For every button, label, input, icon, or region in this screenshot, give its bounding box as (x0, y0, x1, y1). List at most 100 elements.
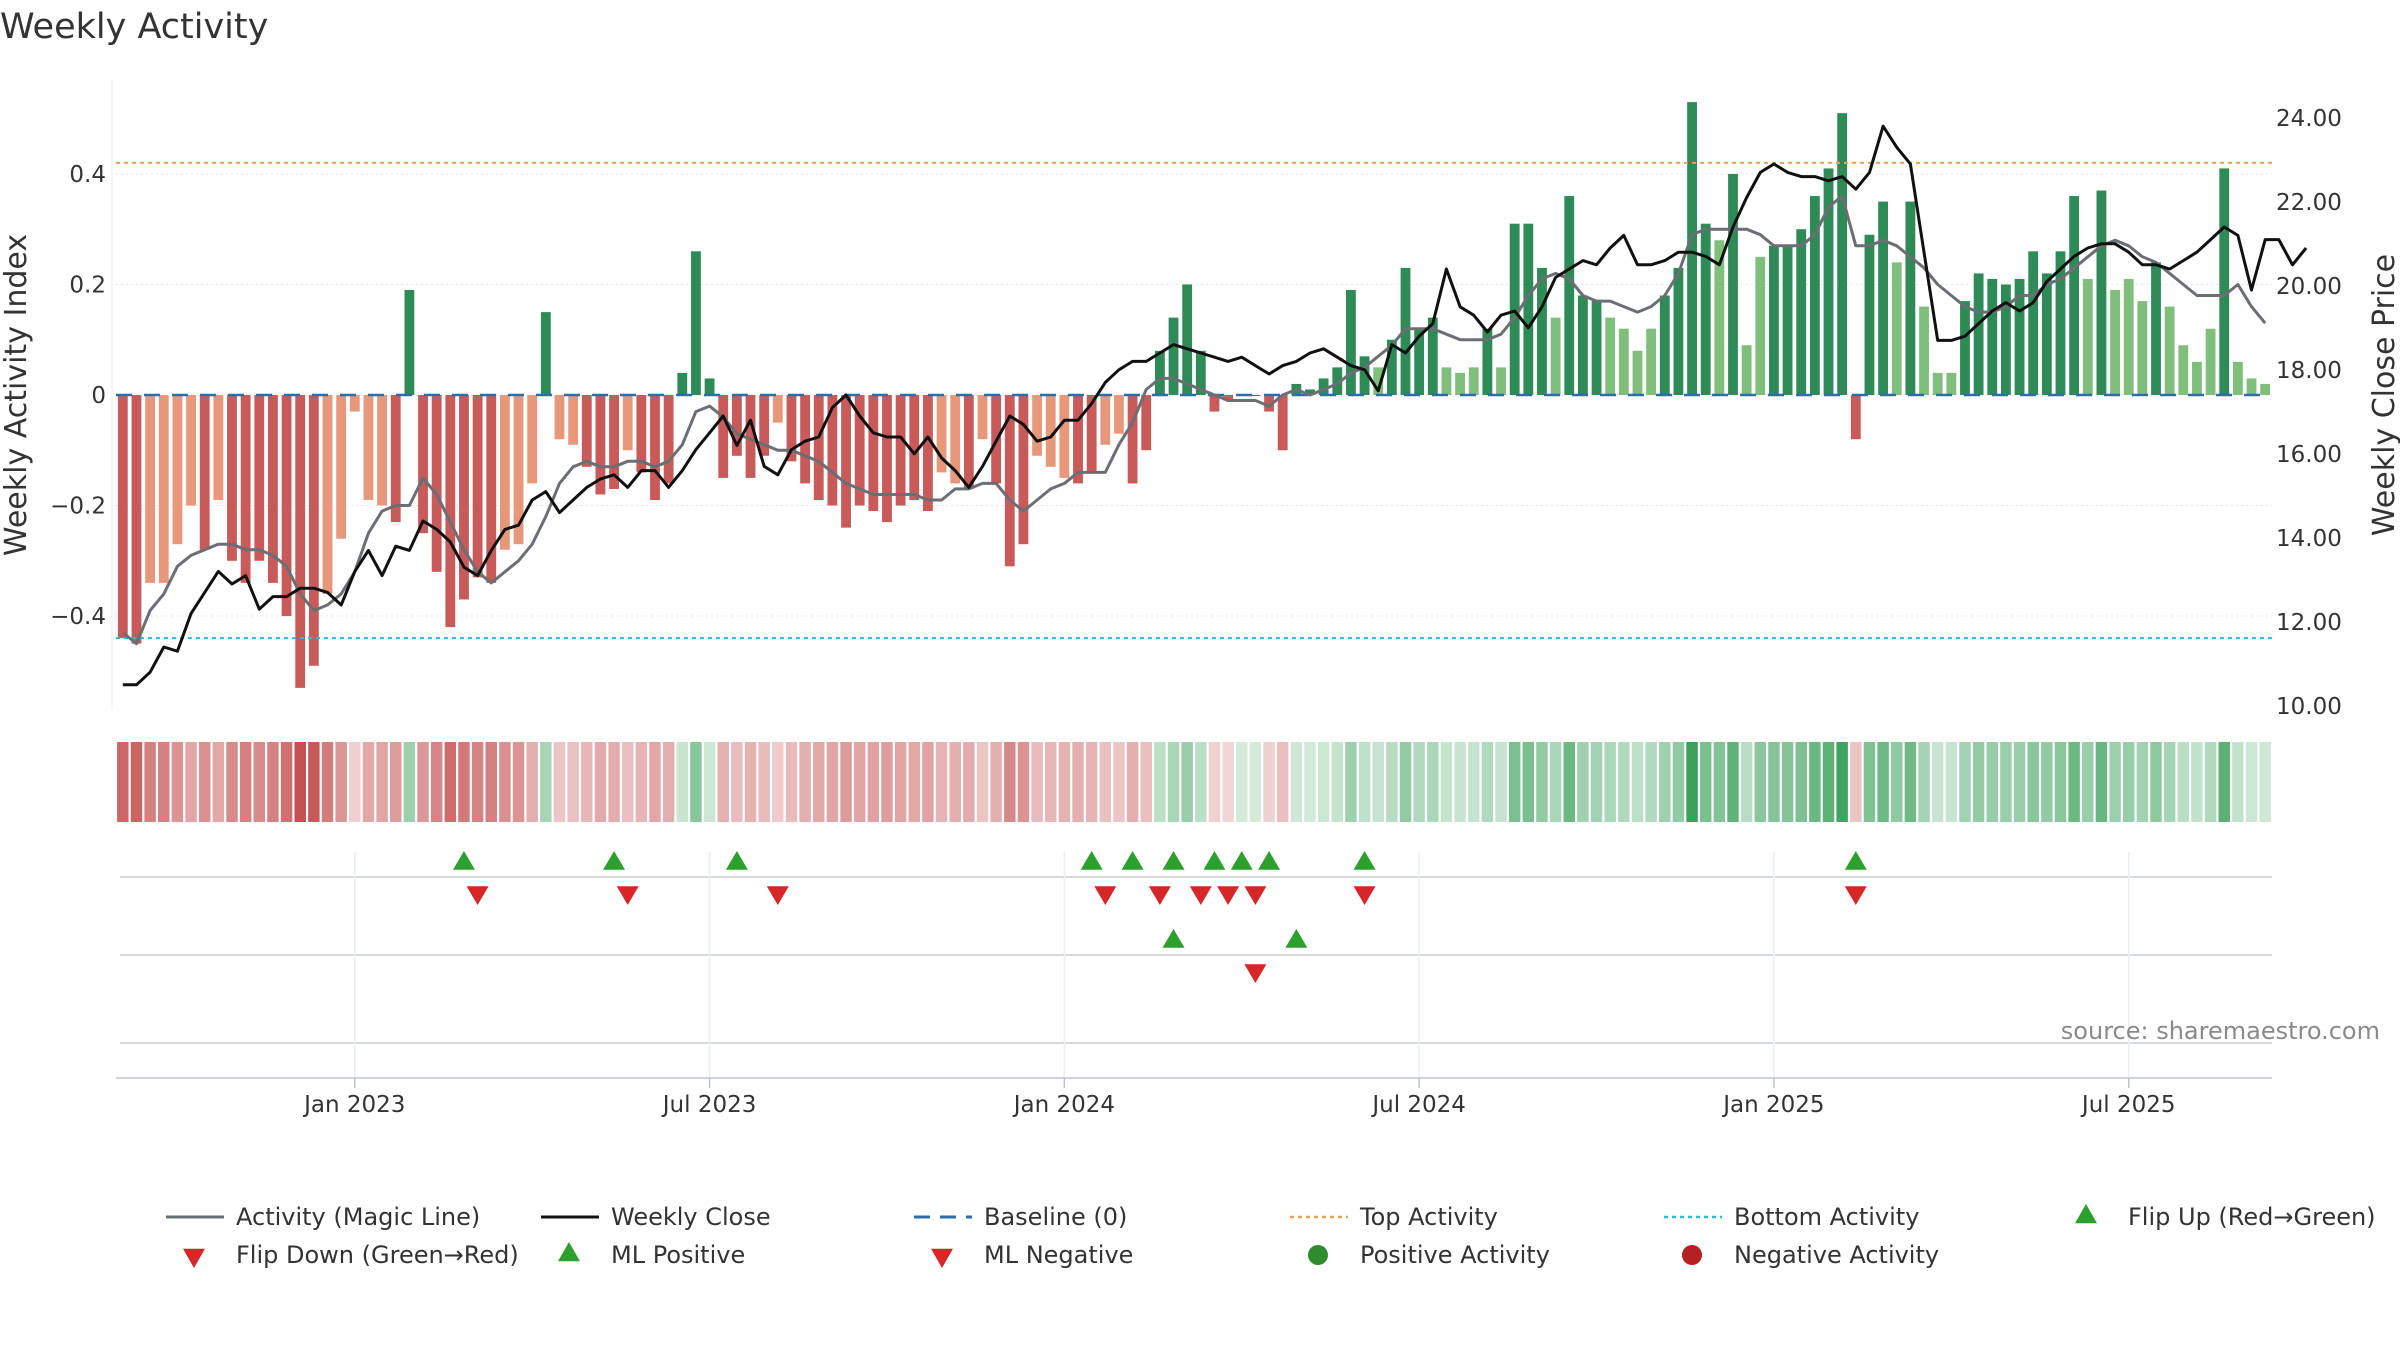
flip-up-marker (603, 851, 626, 870)
heat-strip-cell (2041, 742, 2053, 822)
heat-strip-cell (1017, 742, 1030, 822)
activity-bar (240, 395, 251, 583)
heat-strip-cell (1290, 742, 1303, 822)
activity-bar (786, 395, 797, 462)
activity-bar (1646, 328, 1657, 395)
heat-strip-cell (1413, 742, 1425, 822)
x-tick-label: Jul 2025 (2080, 1092, 2176, 1118)
y-tick-label-right: 16.00 (2276, 442, 2342, 468)
heat-strip-cell (1590, 742, 1603, 822)
heat-strip-cell (1536, 742, 1548, 822)
x-tick-label: Jul 2024 (1370, 1092, 1466, 1118)
heat-strip-cell (1809, 742, 1821, 822)
activity-bar (336, 395, 347, 539)
activity-bar (1100, 395, 1111, 445)
heat-strip-cell (376, 742, 388, 822)
x-tick-label: Jul 2023 (661, 1092, 757, 1118)
activity-bar (909, 395, 920, 500)
activity-bar (1632, 350, 1643, 395)
activity-bar (1509, 223, 1520, 395)
activity-bar (308, 395, 319, 666)
magic-line-series (121, 194, 2267, 646)
activity-bar (1714, 240, 1725, 395)
activity-bar (609, 395, 619, 489)
activity-bar (1441, 367, 1452, 395)
activity-bar (131, 395, 142, 644)
activity-bar (172, 395, 183, 545)
flip-up-marker (452, 851, 475, 870)
activity-bar (622, 395, 633, 451)
activity-bar (1973, 273, 1984, 395)
heat-strip-cell (2191, 742, 2203, 822)
heat-strip-cell (990, 742, 1002, 822)
legend-triangle-up-icon (2075, 1204, 2097, 1224)
heat-strip-cell (267, 742, 279, 822)
heat-strip-cell (117, 742, 129, 822)
activity-bar (158, 395, 169, 583)
activity-bar (882, 395, 892, 523)
y-tick-label-right: 12.00 (2276, 610, 2342, 636)
heat-strip-cell (1754, 742, 1767, 822)
activity-bar (1114, 395, 1124, 434)
flip-down-marker (1844, 886, 1867, 905)
heat-strip-cell (1768, 742, 1780, 822)
heat-strip-cell (2000, 742, 2012, 822)
heat-strip-cell (635, 742, 648, 822)
heat-strip-cell (1058, 742, 1071, 822)
heat-strip-cell (813, 742, 825, 822)
heat-strip-cell (253, 742, 266, 822)
activity-bar (2028, 251, 2039, 395)
heat-strip-cell (690, 742, 702, 822)
heat-strip-cell (826, 742, 839, 822)
heat-strip-cell (1454, 742, 1466, 822)
activity-bar (1045, 395, 1056, 467)
activity-bar (1168, 317, 1179, 395)
activity-bar (363, 395, 374, 500)
heat-strip-cell (2259, 742, 2271, 822)
heat-strip-cell (1154, 742, 1166, 822)
activity-bar (1960, 301, 1970, 395)
legend-label: Bottom Activity (1734, 1203, 1919, 1231)
heat-strip-cell (1877, 742, 1889, 822)
activity-bar (854, 395, 865, 506)
activity-bar (254, 395, 265, 561)
flip-down-marker (1148, 886, 1171, 905)
heat-strip-cell (2027, 742, 2039, 822)
activity-bar (2205, 328, 2216, 395)
heat-strip-cell (390, 742, 402, 822)
heat-strip-cell (1781, 742, 1794, 822)
activity-bar (1127, 395, 1138, 484)
flip-up-marker (1258, 851, 1281, 870)
heat-strip-cell (2082, 742, 2094, 822)
activity-bar (950, 395, 961, 484)
heat-strip-cell (1249, 742, 1262, 822)
activity-bar (1700, 223, 1711, 395)
activity-bar (2000, 284, 2011, 395)
activity-bar (145, 395, 156, 583)
activity-bar (527, 395, 538, 484)
activity-bar (2110, 290, 2120, 395)
activity-bar (268, 395, 278, 583)
heat-strip-cell (703, 742, 716, 822)
heat-strip-cell (1113, 742, 1125, 822)
heat-strip-cell (198, 742, 211, 822)
legend-triangle-down-icon (931, 1248, 953, 1268)
heat-strip-cell (2245, 742, 2258, 822)
activity-bar (2260, 383, 2271, 395)
activity-bar (1414, 328, 1425, 395)
activity-bar (1919, 306, 1929, 395)
activity-bar (540, 312, 551, 395)
activity-bar (2041, 273, 2052, 395)
heat-strip-cell (158, 742, 170, 822)
activity-bar (977, 395, 988, 440)
activity-bar (1318, 378, 1329, 395)
activity-bar (745, 395, 756, 478)
activity-bar (2137, 301, 2148, 395)
y-tick-label-right: 24.00 (2276, 106, 2342, 132)
activity-bar (636, 395, 647, 473)
heat-strip-cell (349, 742, 361, 822)
activity-bar (322, 395, 333, 594)
heat-strip-cell (1358, 742, 1371, 822)
activity-bar (1277, 395, 1288, 451)
activity-bar (2164, 306, 2175, 395)
